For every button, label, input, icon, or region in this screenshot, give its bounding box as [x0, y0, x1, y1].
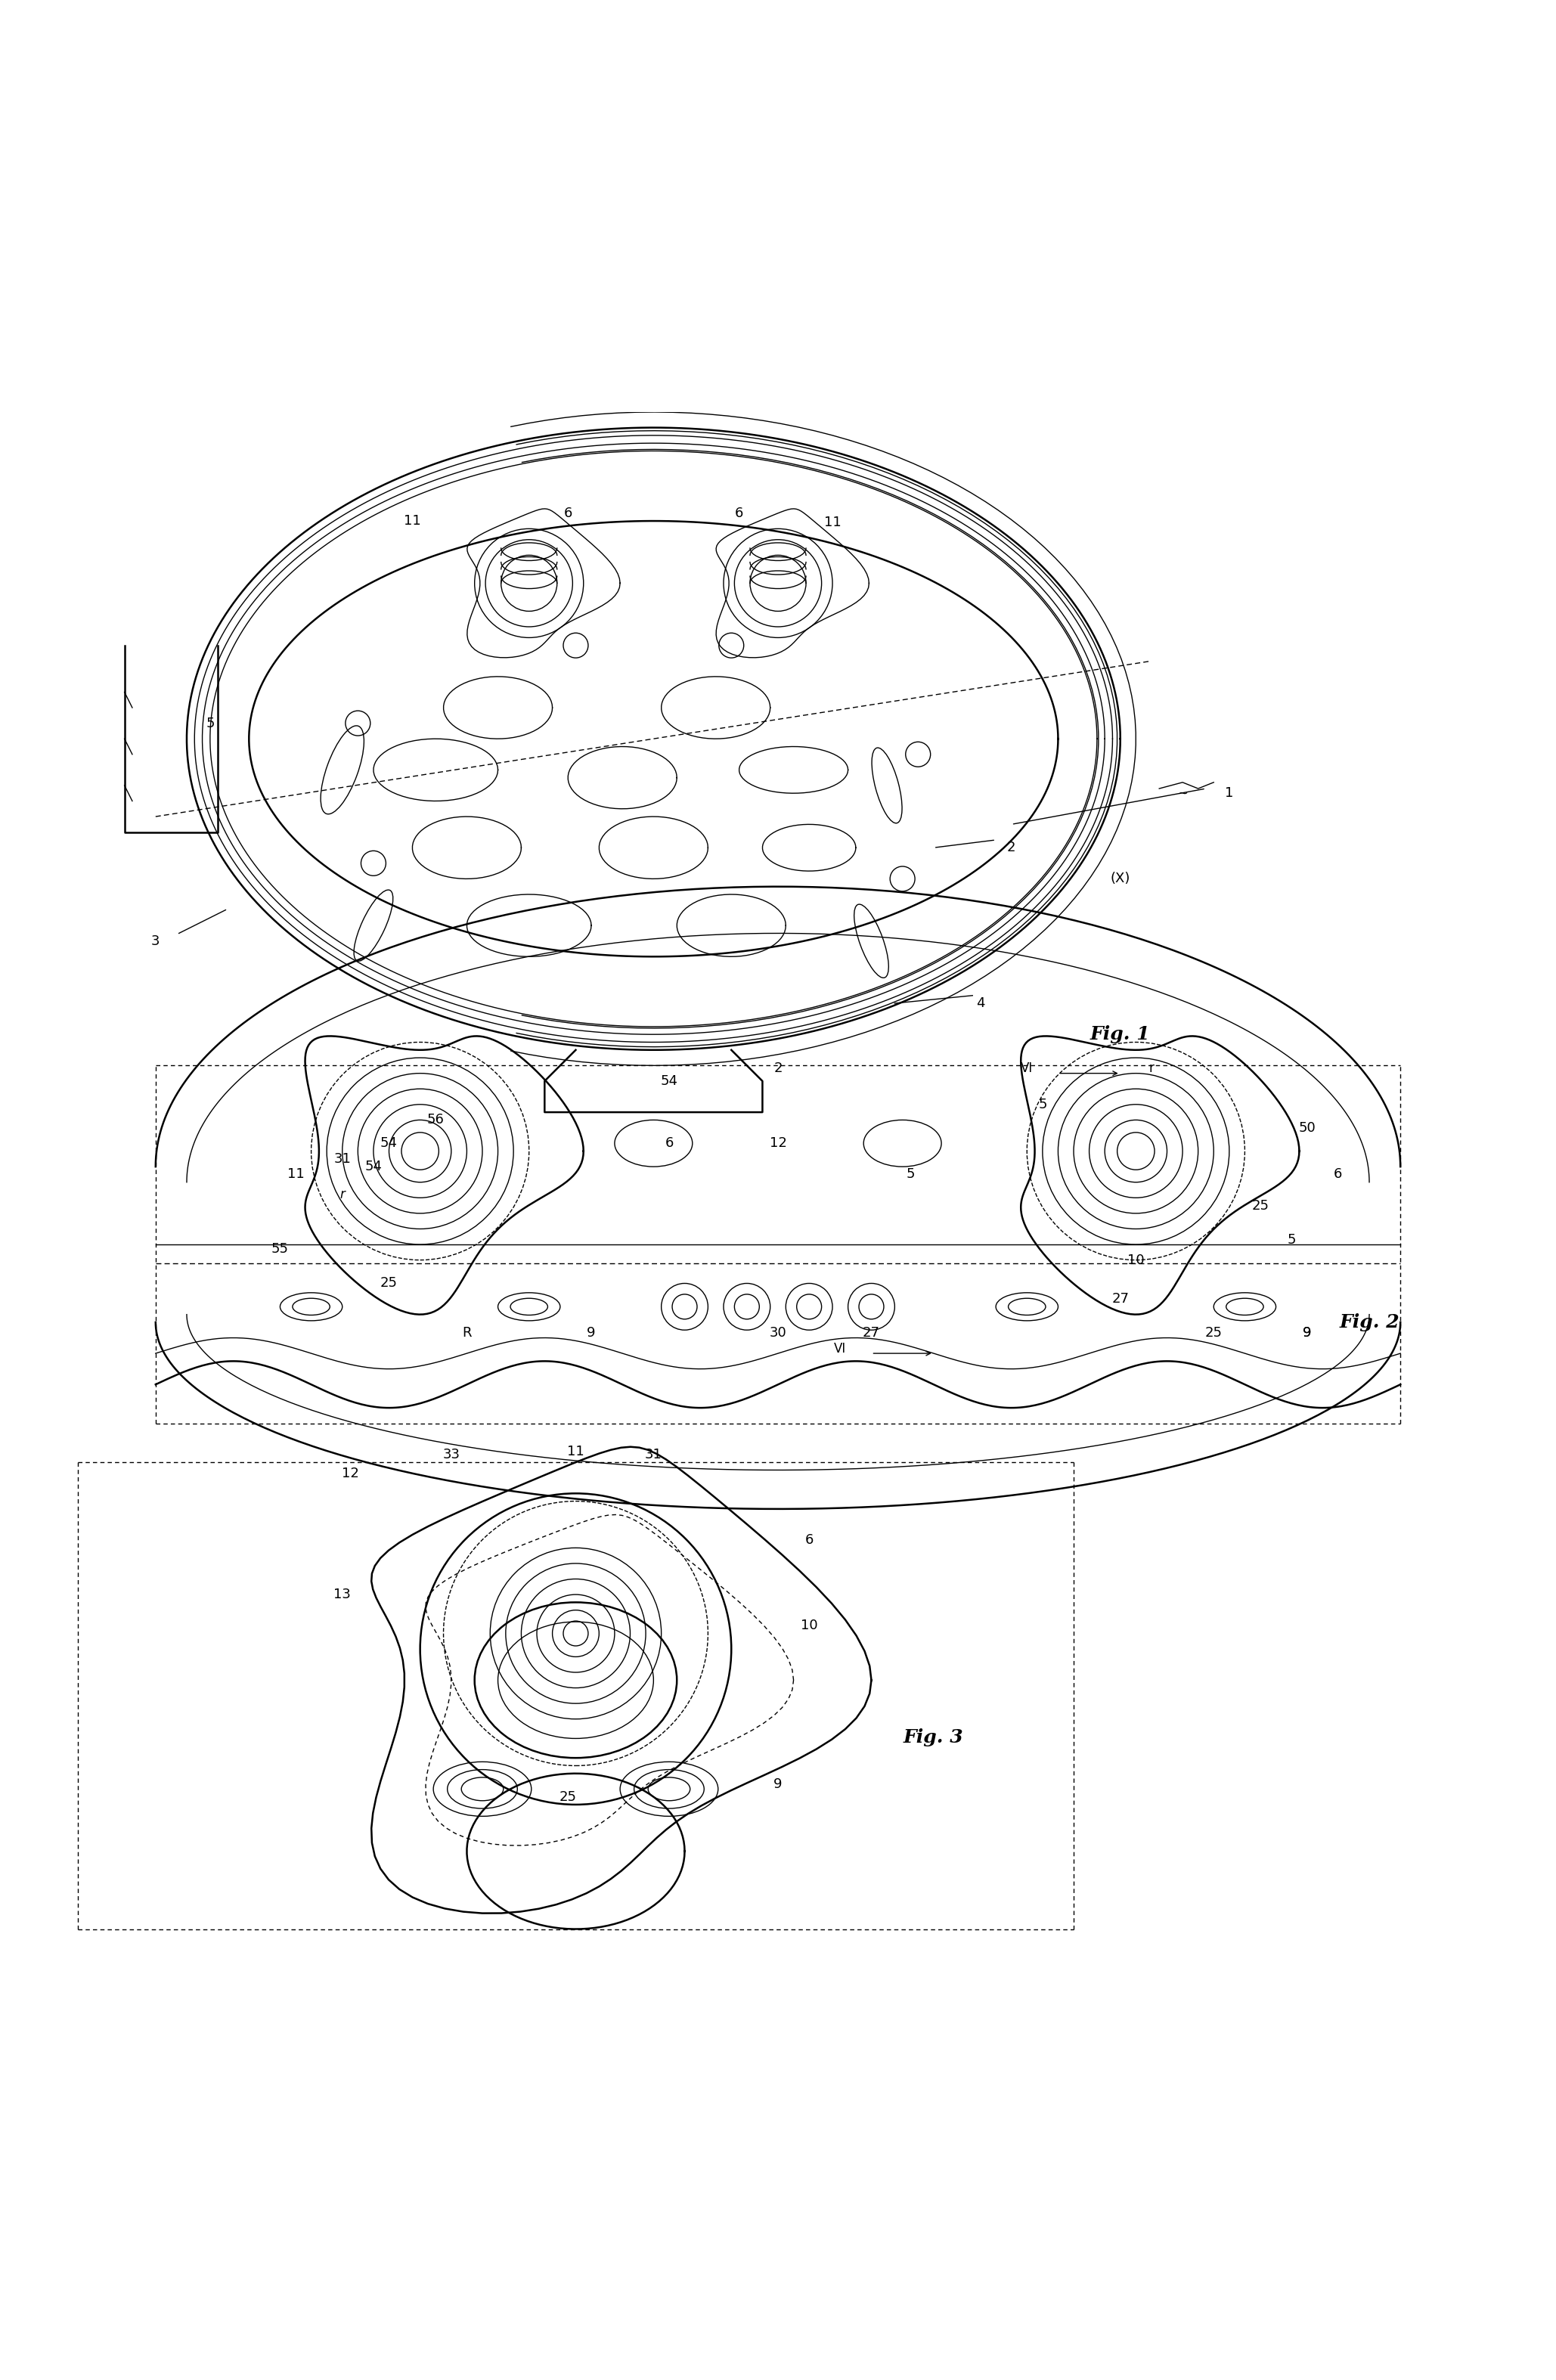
Text: Fig. 3: Fig. 3 [904, 1728, 963, 1747]
Text: 31: 31 [333, 1152, 352, 1166]
Text: (X): (X) [1111, 871, 1130, 885]
Text: ~: ~ [1178, 785, 1187, 800]
Text: 1: 1 [1225, 785, 1234, 800]
Text: 25: 25 [380, 1276, 398, 1290]
Text: Fig. 2: Fig. 2 [1340, 1314, 1399, 1330]
Text: 50: 50 [1298, 1121, 1316, 1135]
Text: 5: 5 [1038, 1097, 1047, 1111]
Text: 33: 33 [442, 1447, 461, 1461]
Text: 2: 2 [773, 1061, 783, 1076]
Text: 4: 4 [976, 997, 985, 1009]
Text: 54: 54 [380, 1138, 398, 1150]
Text: 11: 11 [403, 514, 422, 528]
Text: 12: 12 [341, 1466, 359, 1480]
Text: 27: 27 [1111, 1292, 1130, 1307]
Text: VI: VI [1021, 1061, 1033, 1076]
Text: 12: 12 [769, 1138, 787, 1150]
Text: 9: 9 [1302, 1326, 1312, 1340]
Text: 6: 6 [563, 507, 573, 519]
Text: 2: 2 [1007, 840, 1016, 854]
Text: 54: 54 [364, 1159, 383, 1173]
Text: 10: 10 [801, 1618, 817, 1633]
Text: 6: 6 [804, 1533, 814, 1547]
Text: 25: 25 [1251, 1200, 1270, 1211]
Text: 11: 11 [823, 516, 842, 528]
Text: R: R [462, 1326, 471, 1340]
Text: VI: VI [834, 1342, 846, 1357]
Text: 27: 27 [862, 1326, 881, 1340]
Text: 6: 6 [1333, 1169, 1343, 1180]
Text: 3: 3 [151, 935, 160, 947]
Text: 25: 25 [559, 1790, 577, 1804]
Text: 5: 5 [1287, 1233, 1296, 1247]
Text: 5: 5 [906, 1169, 915, 1180]
Text: 11: 11 [566, 1445, 585, 1459]
Text: 55: 55 [271, 1242, 289, 1257]
Text: 5: 5 [205, 716, 215, 731]
Text: 10: 10 [1128, 1254, 1144, 1266]
Text: 9: 9 [587, 1326, 596, 1340]
Text: Fig. 1: Fig. 1 [1091, 1026, 1150, 1042]
Text: 30: 30 [769, 1326, 787, 1340]
Text: 54: 54 [660, 1073, 678, 1088]
Text: 13: 13 [333, 1587, 352, 1602]
Text: 31: 31 [644, 1447, 663, 1461]
Text: 56: 56 [426, 1114, 445, 1126]
Text: r: r [339, 1188, 345, 1202]
Text: 11: 11 [286, 1169, 305, 1180]
Text: 9: 9 [1302, 1326, 1312, 1340]
Text: 25: 25 [1204, 1326, 1223, 1340]
Text: 9: 9 [773, 1778, 783, 1792]
Text: 6: 6 [734, 507, 744, 519]
Text: 6: 6 [664, 1138, 674, 1150]
Text: r: r [1148, 1061, 1155, 1076]
